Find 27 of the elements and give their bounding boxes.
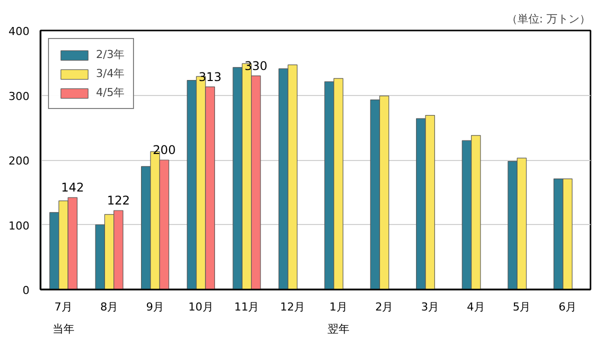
x-tick-label: 4月 — [466, 300, 485, 314]
y-tick-label: 200 — [8, 154, 30, 168]
x-tick-label: 8月 — [100, 300, 118, 314]
x-tick-label: 2月 — [375, 300, 394, 314]
text: （単位: 万トン） — [506, 12, 590, 26]
legend-label: 3/4年 — [96, 66, 125, 81]
data-label: 142 — [61, 180, 84, 195]
data-label: 200 — [152, 143, 176, 157]
data-label: 122 — [106, 194, 130, 208]
x-tick-label: 5月 — [512, 300, 531, 314]
x-tick-label: 10月 — [188, 300, 214, 314]
text: 当年 — [52, 322, 74, 336]
y-tick-label: 100 — [8, 219, 30, 232]
y-tick-label: 400 — [8, 25, 30, 38]
x-tick-label: 11月 — [234, 300, 260, 314]
text: 翌年 — [327, 322, 350, 336]
y-tick-label: 300 — [8, 90, 30, 103]
data-label: 313 — [198, 70, 222, 84]
x-tick-label: 12月 — [280, 300, 306, 314]
x-tick-label: 7月 — [54, 300, 72, 314]
y-tick-label: 0 — [22, 284, 30, 297]
x-tick-label: 6月 — [558, 300, 577, 314]
legend-label: 4/5年 — [96, 85, 125, 100]
x-tick-label: 9月 — [146, 300, 164, 314]
x-tick-label: 1月 — [329, 300, 348, 314]
legend-label: 2/3年 — [96, 47, 125, 62]
x-tick-label: 3月 — [421, 300, 440, 314]
